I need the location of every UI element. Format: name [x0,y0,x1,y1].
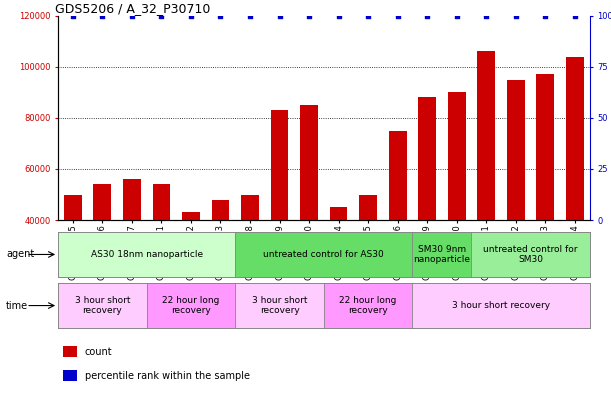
Point [363,13,373,19]
Point [541,13,551,19]
Point [570,13,580,19]
Bar [64,195,82,322]
Bar [330,208,348,322]
Bar [147,283,235,328]
Bar [324,283,412,328]
Bar [448,92,466,322]
Text: 22 hour long
recovery: 22 hour long recovery [340,296,397,315]
Bar [123,179,141,322]
Bar [477,51,495,322]
Point [127,13,137,19]
Text: agent: agent [6,250,34,259]
Text: time: time [6,301,28,310]
Point [511,13,521,19]
Point [156,13,166,19]
Bar [566,57,584,322]
Text: count: count [84,347,112,357]
Text: untreated control for
SM30: untreated control for SM30 [483,245,578,264]
Text: SM30 9nm
nanoparticle: SM30 9nm nanoparticle [414,245,470,264]
Bar [419,97,436,322]
Bar [235,283,324,328]
Bar [64,370,76,381]
Bar [58,232,235,277]
Bar [389,130,406,322]
Bar [64,346,76,357]
Bar [235,232,412,277]
Point [422,13,432,19]
Text: AS30 18nm nanoparticle: AS30 18nm nanoparticle [90,250,203,259]
Text: 3 hour short
recovery: 3 hour short recovery [252,296,307,315]
Bar [271,110,288,322]
Bar [412,232,472,277]
Point [393,13,403,19]
Bar [153,184,170,322]
Point [452,13,462,19]
Bar [58,283,147,328]
Point [304,13,314,19]
Bar [241,195,259,322]
Bar [359,195,377,322]
Bar [300,105,318,322]
Bar [182,212,200,322]
Point [275,13,285,19]
Bar [472,232,590,277]
Text: GDS5206 / A_32_P30710: GDS5206 / A_32_P30710 [56,2,211,15]
Text: percentile rank within the sample: percentile rank within the sample [84,371,250,381]
Text: 22 hour long
recovery: 22 hour long recovery [163,296,219,315]
Point [245,13,255,19]
Text: 3 hour short recovery: 3 hour short recovery [452,301,550,310]
Point [186,13,196,19]
Point [334,13,343,19]
Text: untreated control for AS30: untreated control for AS30 [263,250,384,259]
Bar [507,79,525,322]
Bar [211,200,229,322]
Point [68,13,78,19]
Bar [536,74,554,322]
Bar [412,283,590,328]
Text: 3 hour short
recovery: 3 hour short recovery [75,296,130,315]
Point [216,13,225,19]
Bar [93,184,111,322]
Point [481,13,491,19]
Point [98,13,108,19]
